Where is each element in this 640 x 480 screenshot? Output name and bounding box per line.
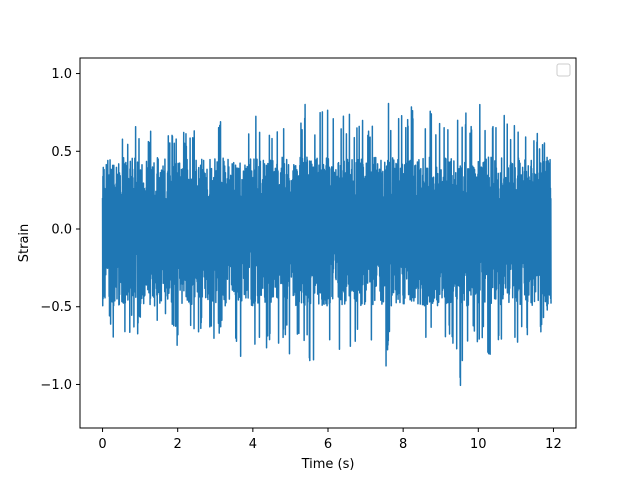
x-tick-label: 6 [324, 437, 332, 452]
y-tick-label: −1.0 [40, 378, 72, 393]
x-tick-label: 10 [470, 437, 487, 452]
x-tick-label: 4 [249, 437, 257, 452]
y-tick-label: −0.5 [40, 300, 72, 315]
x-tick-label: 12 [545, 437, 562, 452]
y-axis-title: Strain [17, 224, 32, 263]
y-tick-label: 0.5 [51, 145, 72, 160]
legend-box [556, 63, 571, 77]
strain-series-line [101, 102, 552, 387]
y-tick-label: 0.0 [51, 223, 72, 238]
series-layer [101, 102, 552, 387]
x-axis-title: Time (s) [301, 457, 355, 472]
x-axis: 0 2 4 6 8 10 12 [98, 428, 562, 452]
y-tick-label: 1.0 [51, 67, 72, 82]
y-axis: −1.0 −0.5 0.0 0.5 1.0 [40, 67, 80, 393]
x-tick-label: 2 [174, 437, 182, 452]
x-tick-label: 8 [399, 437, 407, 452]
x-tick-label: 0 [98, 437, 106, 452]
